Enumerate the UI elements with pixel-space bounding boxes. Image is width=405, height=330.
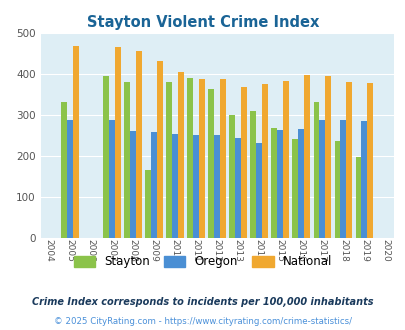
Bar — [235, 138, 241, 238]
Bar — [124, 82, 130, 238]
Text: Crime Index corresponds to incidents per 100,000 inhabitants: Crime Index corresponds to incidents per… — [32, 297, 373, 307]
Bar — [241, 87, 247, 238]
Bar — [214, 135, 220, 238]
Bar — [145, 170, 151, 238]
Bar — [178, 72, 183, 238]
Bar — [103, 76, 109, 238]
Bar — [298, 129, 303, 238]
Bar — [166, 82, 172, 238]
Bar — [355, 157, 360, 238]
Bar — [339, 120, 345, 238]
Bar — [250, 111, 256, 238]
Bar — [262, 84, 267, 238]
Bar — [360, 121, 367, 238]
Bar — [151, 132, 157, 238]
Bar — [303, 75, 309, 238]
Bar — [319, 120, 324, 238]
Bar — [292, 139, 298, 238]
Bar — [198, 79, 205, 238]
Bar — [187, 78, 193, 238]
Bar — [367, 82, 372, 238]
Bar — [193, 135, 198, 238]
Bar — [271, 128, 277, 238]
Bar — [345, 82, 351, 238]
Bar — [67, 120, 73, 238]
Bar — [136, 51, 142, 238]
Bar — [61, 102, 67, 238]
Text: © 2025 CityRating.com - https://www.cityrating.com/crime-statistics/: © 2025 CityRating.com - https://www.city… — [54, 317, 351, 326]
Legend: Stayton, Oregon, National: Stayton, Oregon, National — [69, 250, 336, 273]
Text: Stayton Violent Crime Index: Stayton Violent Crime Index — [87, 15, 318, 30]
Bar — [277, 130, 283, 238]
Bar — [220, 79, 226, 238]
Bar — [256, 143, 262, 238]
Bar — [208, 89, 214, 238]
Bar — [229, 115, 235, 238]
Bar — [109, 120, 115, 238]
Bar — [115, 47, 121, 238]
Bar — [73, 46, 79, 238]
Bar — [172, 134, 178, 238]
Bar — [130, 131, 136, 238]
Bar — [283, 81, 288, 238]
Bar — [313, 102, 319, 238]
Bar — [157, 61, 162, 238]
Bar — [334, 142, 339, 238]
Bar — [324, 76, 330, 238]
